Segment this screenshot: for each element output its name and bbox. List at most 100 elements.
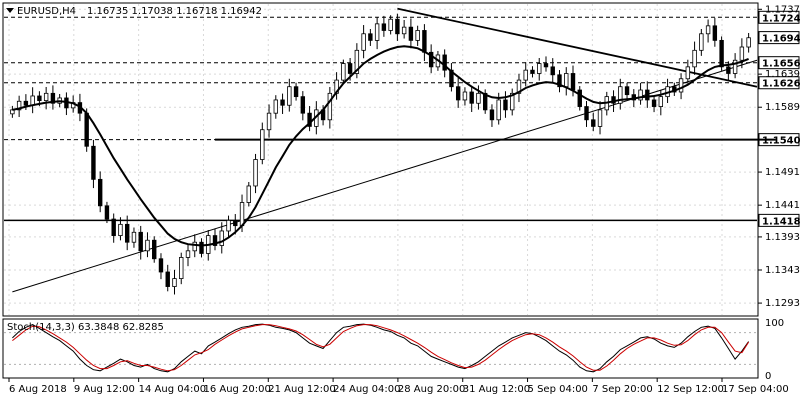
candle bbox=[692, 41, 697, 75]
candle bbox=[428, 44, 434, 74]
candle bbox=[273, 95, 279, 119]
y-tick-label: 1.14410 bbox=[765, 200, 800, 211]
candle bbox=[111, 213, 116, 243]
level-label: 1.16260 bbox=[762, 79, 800, 90]
candle bbox=[665, 78, 670, 103]
candle bbox=[395, 13, 400, 41]
candle bbox=[577, 86, 582, 111]
candle bbox=[97, 171, 103, 213]
stoch-tick-label: 100 bbox=[765, 318, 784, 329]
candle bbox=[712, 17, 718, 47]
candle bbox=[253, 153, 258, 194]
x-tick-label: 24 Aug 04:00 bbox=[333, 384, 400, 395]
candle bbox=[260, 122, 265, 165]
candle bbox=[199, 238, 204, 258]
candle bbox=[30, 87, 35, 114]
candle bbox=[537, 57, 542, 81]
main-plot-frame bbox=[2, 2, 759, 317]
candle bbox=[739, 38, 745, 69]
candle bbox=[732, 53, 738, 79]
candle bbox=[455, 77, 461, 108]
x-tick-label: 21 Aug 12:00 bbox=[268, 384, 335, 395]
candle bbox=[50, 85, 56, 110]
candle bbox=[246, 181, 251, 207]
x-tick-label: 7 Sep 20:00 bbox=[592, 384, 652, 395]
candle bbox=[300, 91, 306, 121]
x-tick-label: 14 Aug 04:00 bbox=[139, 384, 206, 395]
level-label-box bbox=[758, 56, 800, 70]
candle bbox=[374, 17, 380, 50]
candle bbox=[287, 78, 292, 112]
candle bbox=[64, 92, 69, 116]
candle bbox=[678, 73, 684, 100]
candle bbox=[510, 88, 515, 116]
y-tick-label: 1.12930 bbox=[765, 298, 800, 309]
candle bbox=[449, 63, 454, 92]
candle bbox=[618, 78, 623, 110]
candle bbox=[591, 112, 596, 132]
candle bbox=[401, 20, 407, 39]
x-tick-label: 16 Aug 20:00 bbox=[203, 384, 270, 395]
candle bbox=[158, 253, 164, 280]
candle bbox=[152, 236, 157, 263]
candle bbox=[125, 215, 130, 251]
stoch-main-line bbox=[12, 323, 750, 373]
moving-average bbox=[12, 45, 749, 247]
candle bbox=[91, 139, 96, 189]
candle bbox=[104, 201, 110, 224]
x-tick-label: 12 Sep 12:00 bbox=[657, 384, 724, 395]
candle bbox=[226, 215, 231, 237]
candle bbox=[131, 227, 137, 248]
candle bbox=[408, 18, 414, 49]
candle bbox=[584, 101, 589, 127]
y-tick-label: 1.16390 bbox=[765, 69, 800, 80]
y-tick-label: 1.13930 bbox=[765, 232, 800, 243]
stochastic-panel: 100 0 bbox=[4, 318, 784, 382]
candle bbox=[381, 15, 387, 37]
x-tick-label: 9 Aug 12:00 bbox=[74, 384, 135, 395]
stoch-tick-label: 0 bbox=[765, 371, 771, 382]
candle bbox=[293, 82, 299, 101]
candle bbox=[118, 217, 123, 241]
candle bbox=[415, 25, 420, 46]
grid-layer bbox=[4, 4, 757, 315]
candle bbox=[462, 87, 468, 106]
y-tick-label: 1.13430 bbox=[765, 265, 800, 276]
y-tick-label: 1.15890 bbox=[765, 102, 800, 113]
candle bbox=[212, 228, 218, 251]
candle bbox=[145, 232, 150, 258]
level-label-box bbox=[758, 76, 800, 90]
candle bbox=[361, 25, 366, 59]
candle bbox=[645, 81, 650, 108]
candle bbox=[482, 89, 488, 114]
candle bbox=[179, 252, 184, 285]
ohlc-values: 1.16735 1.17038 1.16718 1.16942 bbox=[87, 6, 262, 17]
candle bbox=[469, 85, 474, 112]
ma-line bbox=[12, 45, 749, 247]
level-label: 1.17249 bbox=[762, 13, 800, 24]
candle bbox=[550, 58, 555, 83]
candle bbox=[165, 264, 170, 292]
candle bbox=[388, 15, 393, 35]
level-label: 1.14180 bbox=[762, 216, 800, 227]
candle bbox=[43, 86, 49, 110]
x-tick-label: 5 Sep 04:00 bbox=[528, 384, 588, 395]
candle bbox=[354, 43, 360, 79]
candle bbox=[699, 29, 704, 56]
candlesticks bbox=[10, 13, 751, 295]
descending-trendline bbox=[397, 7, 758, 88]
candle bbox=[503, 91, 508, 118]
candle bbox=[530, 66, 535, 78]
candle bbox=[16, 95, 22, 118]
candle bbox=[422, 24, 427, 62]
level-label: 1.16563 bbox=[762, 59, 800, 70]
candle bbox=[172, 269, 177, 295]
stoch-signal-line bbox=[12, 324, 750, 372]
stoch-label: Stoch(14,3,3) 63.3848 62.8285 bbox=[7, 322, 164, 333]
candle bbox=[523, 62, 528, 87]
candle bbox=[341, 59, 346, 85]
level-label-box bbox=[758, 213, 800, 227]
candle bbox=[138, 225, 143, 260]
